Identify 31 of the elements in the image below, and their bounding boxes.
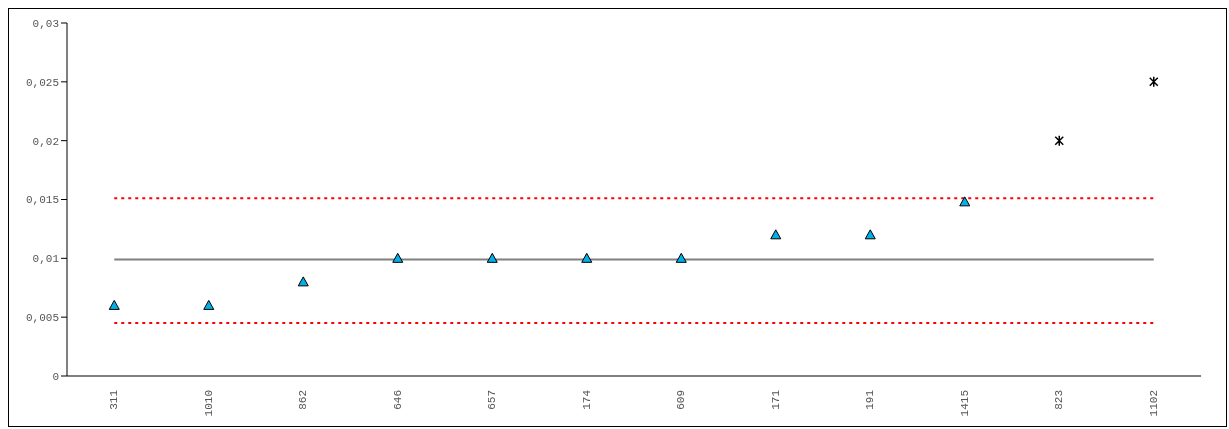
point	[959, 196, 971, 207]
point	[770, 229, 782, 240]
x-tick-label: 657	[486, 390, 499, 410]
y-tick-label: 0,03	[32, 17, 59, 30]
x-tick-label: 1010	[202, 390, 215, 417]
point	[108, 299, 120, 310]
x-tick-label: 609	[675, 390, 688, 410]
point	[297, 276, 309, 287]
y-tick-label: 0	[52, 370, 59, 383]
y-tick-label: 0,005	[25, 312, 59, 325]
x-tick-label: 646	[391, 390, 404, 410]
point	[392, 252, 404, 263]
point	[675, 252, 687, 263]
x-tick-label: 1102	[1147, 390, 1160, 417]
y-tick-label: 0,01	[32, 253, 60, 266]
point	[1054, 134, 1064, 147]
y-tick-label: 0,015	[25, 194, 59, 207]
x-tick-label: 171	[769, 389, 782, 410]
point	[486, 252, 498, 263]
x-tick-label: 191	[864, 389, 877, 410]
point	[1149, 76, 1159, 88]
point	[864, 229, 876, 240]
x-tick-label: 311	[108, 389, 121, 410]
x-tick-label: 823	[1053, 390, 1066, 410]
y-tick-label: 0,025	[25, 76, 59, 89]
x-tick-label: 174	[580, 389, 593, 410]
x-tick-label: 862	[297, 390, 310, 410]
point	[203, 299, 215, 310]
y-tick-label: 0,02	[32, 135, 59, 148]
x-tick-label: 1415	[958, 390, 971, 417]
point	[581, 252, 593, 263]
